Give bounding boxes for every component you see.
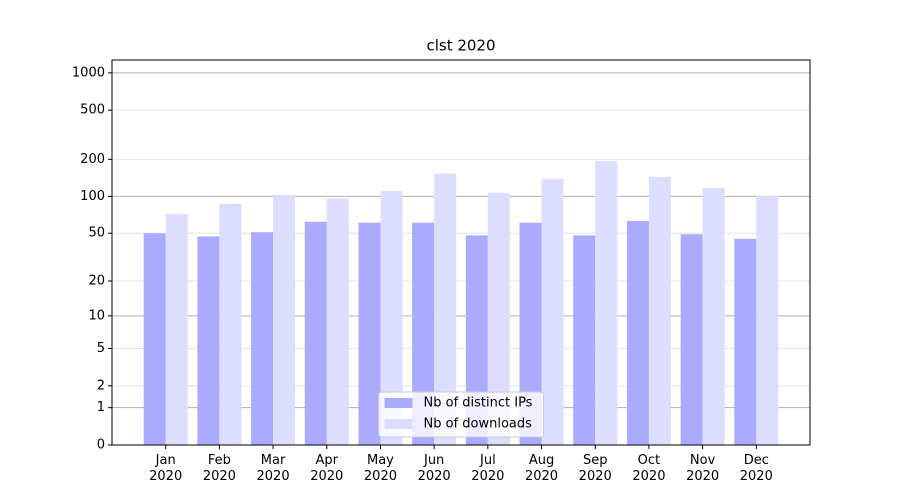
x-tick-label: Aug 2020 (524, 453, 559, 484)
x-tick-label: Jun 2020 (417, 453, 451, 484)
bar (702, 188, 725, 445)
x-tick-label: Oct 2020 (632, 453, 666, 484)
legend-swatch (384, 398, 413, 408)
y-tick-label: 10 (88, 308, 105, 323)
bar (734, 238, 757, 445)
y-tick-label: 200 (80, 152, 105, 167)
x-tick-label: Apr 2020 (310, 453, 344, 484)
bar (412, 222, 435, 445)
plot-frame (111, 59, 811, 446)
bar (273, 194, 296, 445)
legend-label: Nb of downloads (424, 417, 533, 432)
y-tick-label: 20 (88, 274, 105, 289)
bar (251, 232, 274, 445)
bar (519, 222, 542, 445)
x-tick-label: Feb 2020 (202, 453, 236, 484)
legend-swatch (384, 419, 413, 429)
bar (434, 173, 457, 445)
y-tick-label: 5 (97, 341, 105, 356)
bar (197, 236, 220, 445)
y-tick-label: 100 (80, 189, 105, 204)
bar (165, 213, 188, 445)
bar (143, 233, 166, 445)
bar (626, 220, 649, 445)
x-tick-label: Jul 2020 (471, 453, 505, 484)
bar (326, 198, 349, 445)
y-tick-label: 1 (97, 400, 105, 415)
y-tick-label: 500 (80, 103, 105, 118)
x-tick-label: Nov 2020 (686, 453, 720, 484)
x-tick-label: Sep 2020 (578, 453, 612, 484)
x-tick-label: Mar 2020 (256, 453, 290, 484)
bar (756, 195, 779, 445)
legend-label: Nb of distinct IPs (424, 396, 533, 411)
y-tick-label: 0 (97, 438, 105, 453)
bar (487, 192, 510, 445)
legend-box (378, 391, 544, 438)
y-tick-label: 1000 (72, 65, 105, 80)
x-tick-label: Dec 2020 (739, 453, 773, 484)
bar (595, 160, 618, 446)
legend: Nb of distinct IPs Nb of downloads (378, 391, 544, 438)
bar (648, 176, 671, 445)
bar (680, 234, 703, 445)
chart-title: clst 2020 (426, 37, 495, 55)
y-tick-label: 2 (97, 378, 105, 393)
y-tick-label: 50 (88, 226, 105, 241)
x-tick-label: Jan 2020 (149, 453, 183, 484)
bar (541, 178, 564, 446)
bar (380, 190, 403, 445)
x-tick-label: May 2020 (363, 453, 397, 484)
bar (304, 221, 327, 445)
bar (573, 235, 596, 445)
bar (358, 222, 381, 445)
bar (219, 203, 242, 445)
